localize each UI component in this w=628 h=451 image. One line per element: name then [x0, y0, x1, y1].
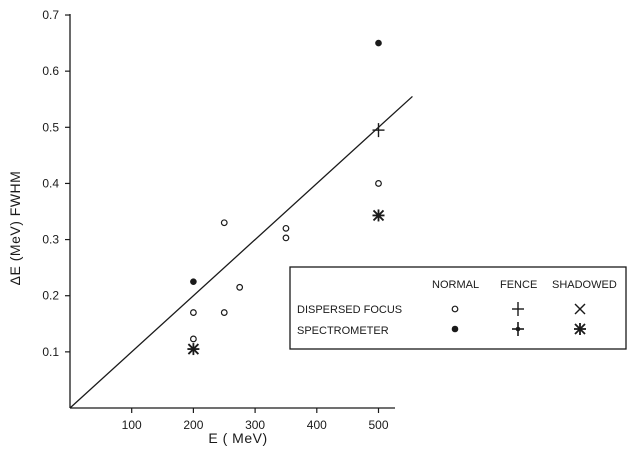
y-tick-label: 0.5 — [42, 120, 59, 134]
x-ticks: 100 200 300 400 500 — [122, 408, 389, 432]
y-tick-label: 0.2 — [42, 289, 59, 303]
y-tick-label: 0.7 — [42, 8, 59, 22]
y-tick-label: 0.1 — [42, 345, 59, 359]
data-point-plus — [373, 123, 385, 137]
data-point-filled-circle — [375, 40, 382, 47]
data-point-filled-circle — [190, 278, 197, 285]
data-point-open-circle — [191, 336, 197, 342]
x-tick-label: 500 — [368, 418, 388, 432]
y-tick-label: 0.6 — [42, 64, 59, 78]
data-point-open-circle — [376, 181, 382, 187]
y-tick-label: 0.3 — [42, 233, 59, 247]
data-point-open-circle — [221, 310, 227, 316]
legend-col-shadowed: SHADOWED — [552, 279, 617, 291]
fit-line — [70, 96, 412, 408]
legend-row-dispersed-focus: DISPERSED FOCUS — [297, 304, 402, 316]
data-point-open-circle — [221, 220, 227, 226]
legend-col-normal: NORMAL — [432, 279, 479, 291]
data-point-open-circle — [237, 284, 243, 290]
data-point-open-circle — [283, 235, 289, 241]
legend-col-fence: FENCE — [500, 279, 537, 291]
legend-row-spectrometer: SPECTROMETER — [297, 325, 389, 337]
data-point-open-circle — [191, 310, 197, 316]
x-tick-label: 100 — [122, 418, 142, 432]
legend-marker-asterisk — [574, 323, 586, 335]
x-tick-label: 400 — [307, 418, 327, 432]
legend-marker-open-circle — [452, 306, 458, 312]
x-tick-label: 200 — [183, 418, 203, 432]
y-axis-title: ΔE (MeV) FWHM — [7, 171, 23, 286]
data-point-open-circle — [283, 226, 289, 232]
data-point-asterisk — [187, 343, 199, 355]
data-point-asterisk — [373, 209, 385, 221]
fit-line-group — [70, 96, 412, 408]
y-ticks: 0.1 0.2 0.3 0.4 0.5 0.6 0.7 — [42, 8, 70, 359]
legend: NORMAL FENCE SHADOWED DISPERSED FOCUS SP… — [290, 267, 626, 349]
y-tick-label: 0.4 — [42, 176, 59, 190]
x-axis-title: E ( MeV) — [208, 430, 267, 446]
legend-marker-filled-circle — [452, 326, 459, 333]
